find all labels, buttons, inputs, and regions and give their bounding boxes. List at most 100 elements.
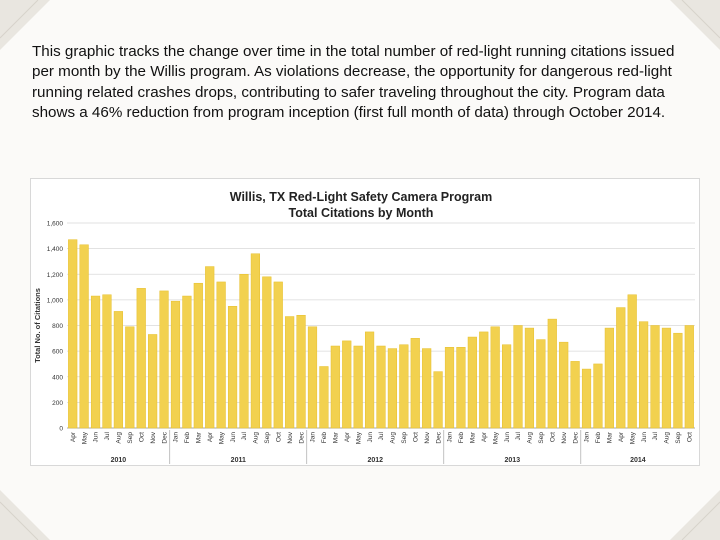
- x-tick-label: Feb: [321, 432, 328, 444]
- bar: [650, 325, 660, 429]
- x-tick-label: Mar: [333, 431, 340, 443]
- x-tick-label: May: [492, 431, 499, 444]
- x-tick-label: Feb: [595, 432, 602, 444]
- x-tick-label: Jul: [378, 431, 385, 440]
- x-tick-label: Oct: [275, 432, 282, 442]
- bar: [444, 347, 455, 429]
- bar: [570, 361, 580, 429]
- x-tick-label: Jan: [447, 432, 454, 443]
- x-tick-label: Jun: [504, 432, 511, 443]
- chart-subtitle: Total Citations by Month: [289, 206, 434, 220]
- bar: [467, 336, 477, 429]
- x-tick-label: Nov: [561, 431, 568, 443]
- y-tick-label: 600: [52, 349, 63, 356]
- x-tick-label: Sep: [401, 432, 408, 444]
- bar: [239, 274, 249, 429]
- x-tick-label: Jan: [173, 432, 180, 443]
- bar: [90, 295, 101, 429]
- bar: [524, 327, 535, 429]
- x-tick-label: Oct: [412, 432, 419, 442]
- x-tick-label: Jan: [310, 432, 317, 443]
- bar: [593, 363, 603, 429]
- bar: [262, 276, 272, 429]
- x-tick-label: Apr: [618, 431, 625, 442]
- bar: [547, 318, 557, 429]
- bar: [159, 290, 169, 429]
- x-tick-label: Mar: [196, 431, 203, 443]
- bar: [170, 300, 181, 429]
- bar: [422, 348, 432, 429]
- bar: [581, 368, 592, 429]
- year-group-labels: 2010 2011 2012 2013 2014: [111, 430, 646, 464]
- x-tick-label: Jun: [93, 432, 100, 443]
- x-tick-label: Sep: [264, 432, 271, 444]
- x-tick-label: Sep: [538, 432, 545, 444]
- x-tick-label: May: [218, 431, 225, 444]
- intro-paragraph: This graphic tracks the change over time…: [32, 43, 675, 122]
- x-tick-label: May: [629, 431, 636, 444]
- bar: [216, 281, 226, 429]
- x-tick-label: Jul: [104, 431, 111, 440]
- year-label: 2010: [111, 457, 127, 464]
- bar: [364, 331, 375, 429]
- bar: [113, 311, 123, 429]
- year-label: 2014: [630, 457, 646, 464]
- bar: [479, 331, 489, 429]
- bar: [250, 253, 260, 429]
- x-tick-label: Sep: [127, 432, 134, 444]
- bar: [513, 325, 523, 429]
- x-tick-label: Mar: [607, 431, 614, 443]
- x-tick-label: Nov: [287, 431, 294, 443]
- bar: [673, 332, 683, 429]
- corner-ornament-top-right: [670, 0, 720, 50]
- bar: [433, 371, 443, 429]
- bar: [342, 340, 352, 429]
- x-tick-label: May: [355, 431, 362, 444]
- x-tick-label: Nov: [150, 431, 157, 443]
- x-tick-label: Jul: [241, 431, 248, 440]
- citations-bar-chart: Willis, TX Red-Light Safety Camera Progr…: [33, 190, 695, 464]
- bar: [205, 266, 215, 429]
- bar: [376, 345, 386, 429]
- x-tick-label: Dec: [435, 431, 442, 443]
- y-tick-label: 200: [52, 400, 63, 407]
- bar: [319, 366, 329, 429]
- y-tick-labels: 0 200 400 600 800 1,000 1,200 1,400 1,600: [47, 221, 64, 433]
- bar: [639, 321, 649, 429]
- x-tick-label: Aug: [116, 432, 123, 444]
- x-tick-label: Feb: [184, 432, 191, 444]
- x-tick-label: Jul: [652, 431, 659, 440]
- bar: [410, 338, 420, 429]
- bar: [102, 294, 112, 429]
- bar: [296, 315, 306, 429]
- bar: [79, 244, 89, 429]
- x-tick-label: Sep: [675, 432, 682, 444]
- bar: [273, 281, 283, 429]
- corner-ornament-top-left: [0, 0, 50, 50]
- bar: [182, 295, 192, 429]
- bar: [68, 239, 78, 429]
- x-tick-label: Aug: [664, 432, 671, 444]
- bar-series: [68, 239, 694, 429]
- bar: [193, 282, 203, 429]
- bar: [490, 326, 500, 429]
- x-tick-label: Aug: [390, 432, 397, 444]
- x-tick-label: Oct: [549, 432, 556, 442]
- y-tick-label: 400: [52, 374, 63, 381]
- corner-ornament-bottom-right: [670, 490, 720, 540]
- x-tick-label: Dec: [161, 431, 168, 443]
- bar: [148, 334, 158, 429]
- corner-ornament-bottom-left: [0, 490, 50, 540]
- bar: [307, 326, 318, 429]
- bar: [285, 316, 295, 429]
- year-label: 2012: [368, 457, 384, 464]
- bar: [502, 344, 512, 429]
- x-tick-labels: Apr May Jun Jul Aug Sep Oct Nov Dec Jan Feb Mar Apr M…: [70, 431, 694, 444]
- x-tick-label: Apr: [207, 431, 214, 442]
- x-tick-label: Jun: [367, 432, 374, 443]
- x-tick-label: Nov: [424, 431, 431, 443]
- bar: [661, 327, 672, 429]
- bar: [387, 348, 398, 429]
- bar: [559, 341, 569, 429]
- y-axis-title: Total No. of Citations: [33, 288, 42, 363]
